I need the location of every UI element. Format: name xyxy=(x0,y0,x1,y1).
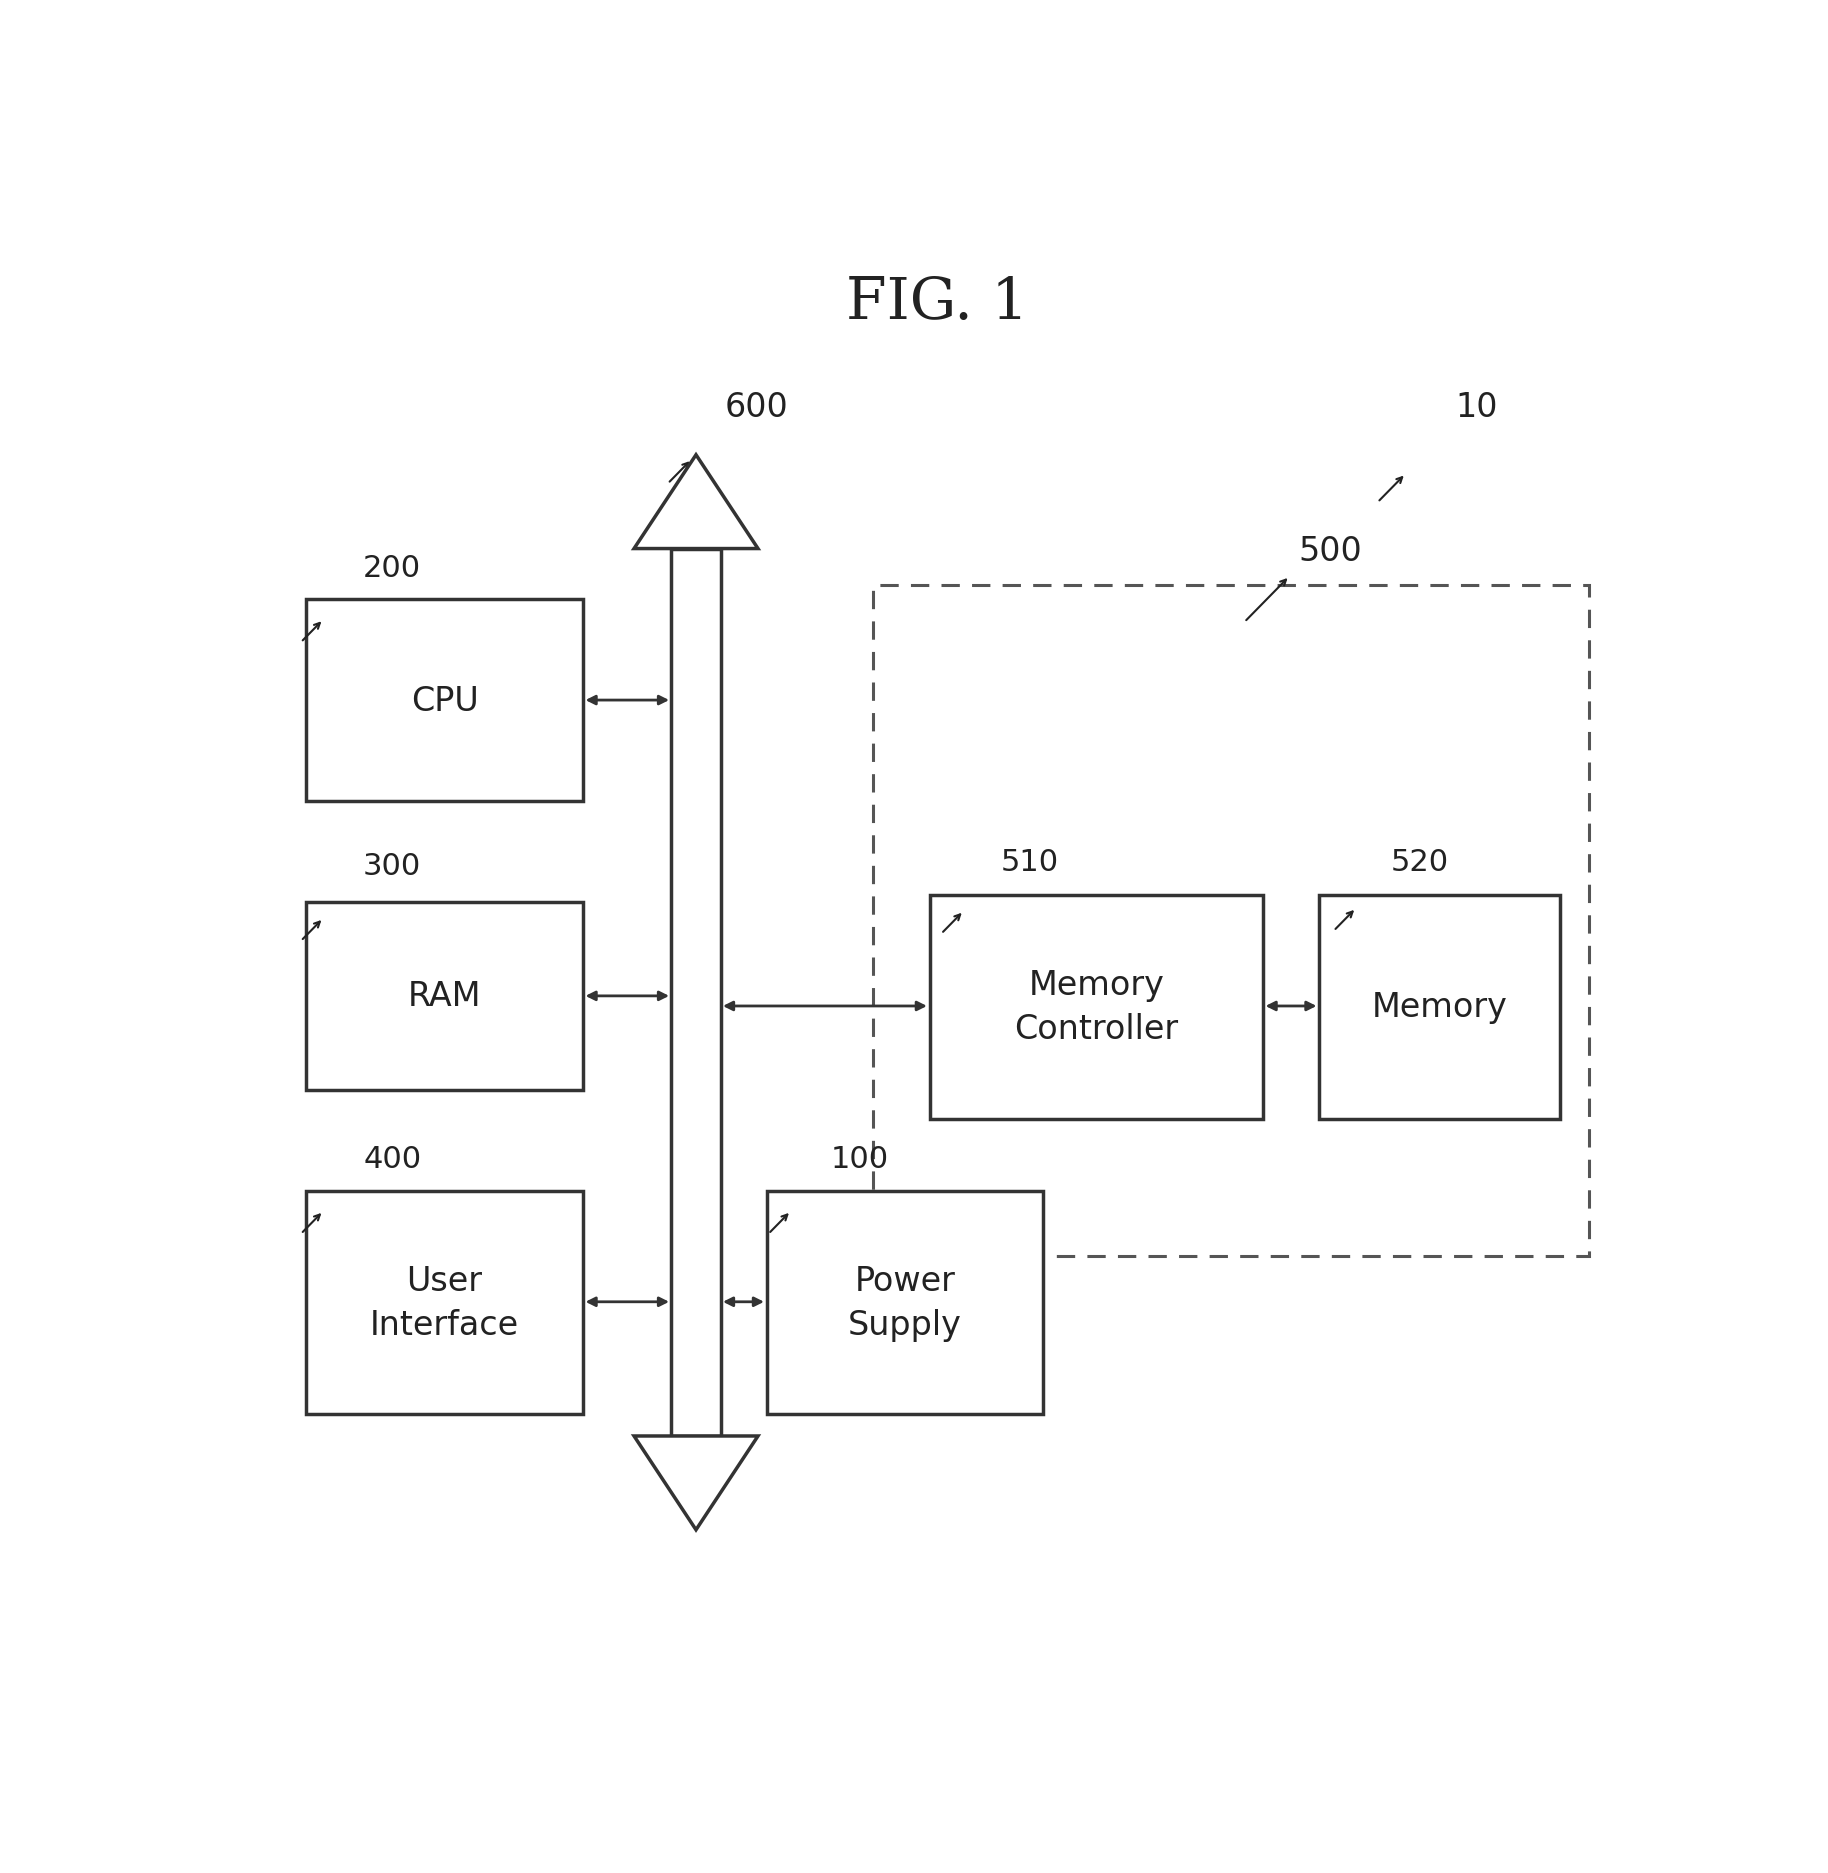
Text: 500: 500 xyxy=(1298,536,1362,568)
Text: 600: 600 xyxy=(724,391,788,423)
Bar xyxy=(671,549,720,1437)
Bar xyxy=(768,1191,1044,1414)
Text: 200: 200 xyxy=(364,553,420,583)
Text: 100: 100 xyxy=(830,1144,888,1174)
Polygon shape xyxy=(634,455,759,549)
Text: FIG. 1: FIG. 1 xyxy=(846,275,1027,332)
Bar xyxy=(874,584,1589,1257)
Polygon shape xyxy=(634,1437,759,1530)
Bar xyxy=(307,599,583,802)
Bar xyxy=(307,903,583,1090)
Text: 400: 400 xyxy=(364,1144,420,1174)
Text: 10: 10 xyxy=(1455,391,1497,423)
Bar xyxy=(1320,895,1561,1118)
Text: Power
Supply: Power Supply xyxy=(848,1264,962,1341)
Bar xyxy=(930,895,1263,1118)
Text: 300: 300 xyxy=(364,852,420,880)
Text: 520: 520 xyxy=(1389,848,1448,877)
Text: CPU: CPU xyxy=(411,684,479,717)
Bar xyxy=(307,1191,583,1414)
Text: Memory: Memory xyxy=(1371,991,1508,1025)
Text: User
Interface: User Interface xyxy=(369,1264,519,1341)
Text: RAM: RAM xyxy=(408,980,481,1013)
Text: Memory
Controller: Memory Controller xyxy=(1015,968,1179,1045)
Text: 510: 510 xyxy=(1000,848,1058,877)
